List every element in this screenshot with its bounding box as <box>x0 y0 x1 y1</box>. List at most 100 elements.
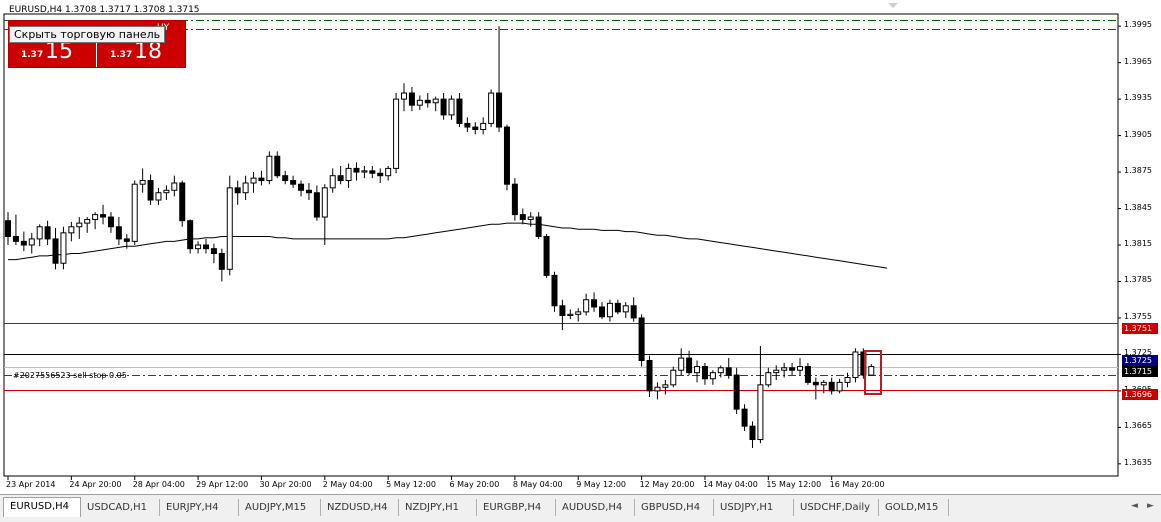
chart-tab[interactable]: EURJPY,H4 <box>160 499 239 516</box>
candle <box>408 86 415 112</box>
candle-body <box>171 182 178 191</box>
candle-body <box>203 244 209 250</box>
chart-tab[interactable]: GBPUSD,H4 <box>635 499 714 516</box>
y-tick-label: 1.3815 <box>1124 239 1152 248</box>
candle <box>440 93 447 120</box>
buy-button[interactable]: 1.37 18 <box>98 37 185 67</box>
candle <box>5 212 11 245</box>
candle-body <box>678 357 685 371</box>
tabs-scroll-right-icon[interactable]: ► <box>1147 501 1154 511</box>
candle-body <box>456 98 463 124</box>
candle-body <box>115 226 122 240</box>
candle-body <box>852 351 859 379</box>
candle <box>115 217 122 245</box>
y-tick-label: 1.3635 <box>1124 457 1152 467</box>
candle-body <box>828 381 835 392</box>
candle <box>179 180 186 227</box>
candle <box>606 299 613 322</box>
candle-body <box>329 175 336 189</box>
chart-tab[interactable]: EURUSD,H4 <box>3 497 81 517</box>
candle-body <box>266 155 273 182</box>
candle-body <box>68 226 75 234</box>
candle <box>36 224 43 247</box>
candle <box>654 382 661 400</box>
candle-body <box>416 99 423 106</box>
candle-body <box>76 222 83 228</box>
sell-button[interactable]: 1.37 15 <box>9 37 97 67</box>
candle <box>622 302 629 318</box>
candle <box>329 168 336 193</box>
candle <box>76 217 83 239</box>
x-tick-label: 16 May 20:00 <box>829 480 885 489</box>
price-chart[interactable] <box>0 0 1161 494</box>
chart-tab[interactable]: USDJPY,H1 <box>714 499 794 516</box>
candle <box>234 180 241 205</box>
chart-tab[interactable]: NZDJPY,H1 <box>399 499 477 516</box>
x-tick-label: 8 May 04:00 <box>512 480 563 489</box>
candle <box>852 348 859 383</box>
candle <box>369 165 376 179</box>
candle <box>749 421 756 449</box>
candle-body <box>694 366 701 374</box>
price-tag-upper-red: 1.3751 <box>1122 323 1158 334</box>
candle <box>266 151 273 185</box>
chart-tab[interactable]: USDCAD,H1 <box>81 499 160 516</box>
candle <box>84 217 91 233</box>
chart-tab[interactable]: GOLD,M15 <box>879 499 949 516</box>
candle-body <box>84 218 91 224</box>
candle-body <box>401 92 407 100</box>
hide-trade-panel-tooltip: Скрыть торговую панель <box>9 26 166 43</box>
candle-body <box>44 226 51 240</box>
candle <box>203 238 209 254</box>
chart-tab[interactable]: AUDUSD,H4 <box>556 499 635 516</box>
candle <box>139 168 146 193</box>
candle <box>377 168 384 183</box>
candle-body <box>448 98 455 116</box>
candle-body <box>567 313 574 317</box>
buy-price-prefix: 1.37 <box>110 50 133 60</box>
y-tick-label: 1.3755 <box>1124 311 1152 321</box>
candle <box>456 93 463 128</box>
candle-body <box>218 253 225 270</box>
candle-body <box>92 214 99 220</box>
x-tick-label: 14 May 04:00 <box>702 480 758 489</box>
candle <box>765 367 772 388</box>
candle <box>559 299 566 331</box>
candle-body <box>757 384 764 441</box>
tabs-scroll-left-icon[interactable]: ◄ <box>1131 501 1138 511</box>
candle-body <box>313 192 320 218</box>
candle-body <box>836 381 843 392</box>
x-tick-label: 30 Apr 20:00 <box>259 480 312 489</box>
candle-body <box>535 216 542 237</box>
candle-body <box>440 98 447 116</box>
candle-body <box>195 244 202 250</box>
candle <box>195 241 202 254</box>
chart-tab[interactable]: EURGBP,H4 <box>477 499 556 516</box>
candle <box>694 360 701 383</box>
candle-body <box>717 367 724 374</box>
candle <box>100 204 107 225</box>
candle-body <box>353 167 360 173</box>
candle <box>385 165 392 181</box>
candle-body <box>844 377 851 383</box>
chart-tab[interactable]: NZDUSD,H4 <box>321 499 399 516</box>
candle <box>678 348 685 376</box>
candle-body <box>290 180 297 185</box>
candle <box>155 187 162 205</box>
candle <box>614 299 621 315</box>
candle <box>131 180 138 245</box>
candle <box>361 165 368 179</box>
candle <box>163 185 170 201</box>
candle-body <box>606 302 613 318</box>
candle <box>519 208 526 225</box>
candle-body <box>242 182 249 194</box>
candle <box>709 370 716 385</box>
chart-area[interactable]: EURUSD,H4 1.3708 1.3717 1.3708 1.3715 1.… <box>0 0 1161 494</box>
chart-tab[interactable]: USDCHF,Daily <box>794 499 879 516</box>
candle-body <box>305 189 312 194</box>
candle-body <box>527 216 534 220</box>
sell-price-prefix: 1.37 <box>21 50 44 60</box>
candle-body <box>377 172 384 177</box>
chart-tab[interactable]: AUDJPY,M15 <box>239 499 321 516</box>
candle <box>591 292 598 312</box>
